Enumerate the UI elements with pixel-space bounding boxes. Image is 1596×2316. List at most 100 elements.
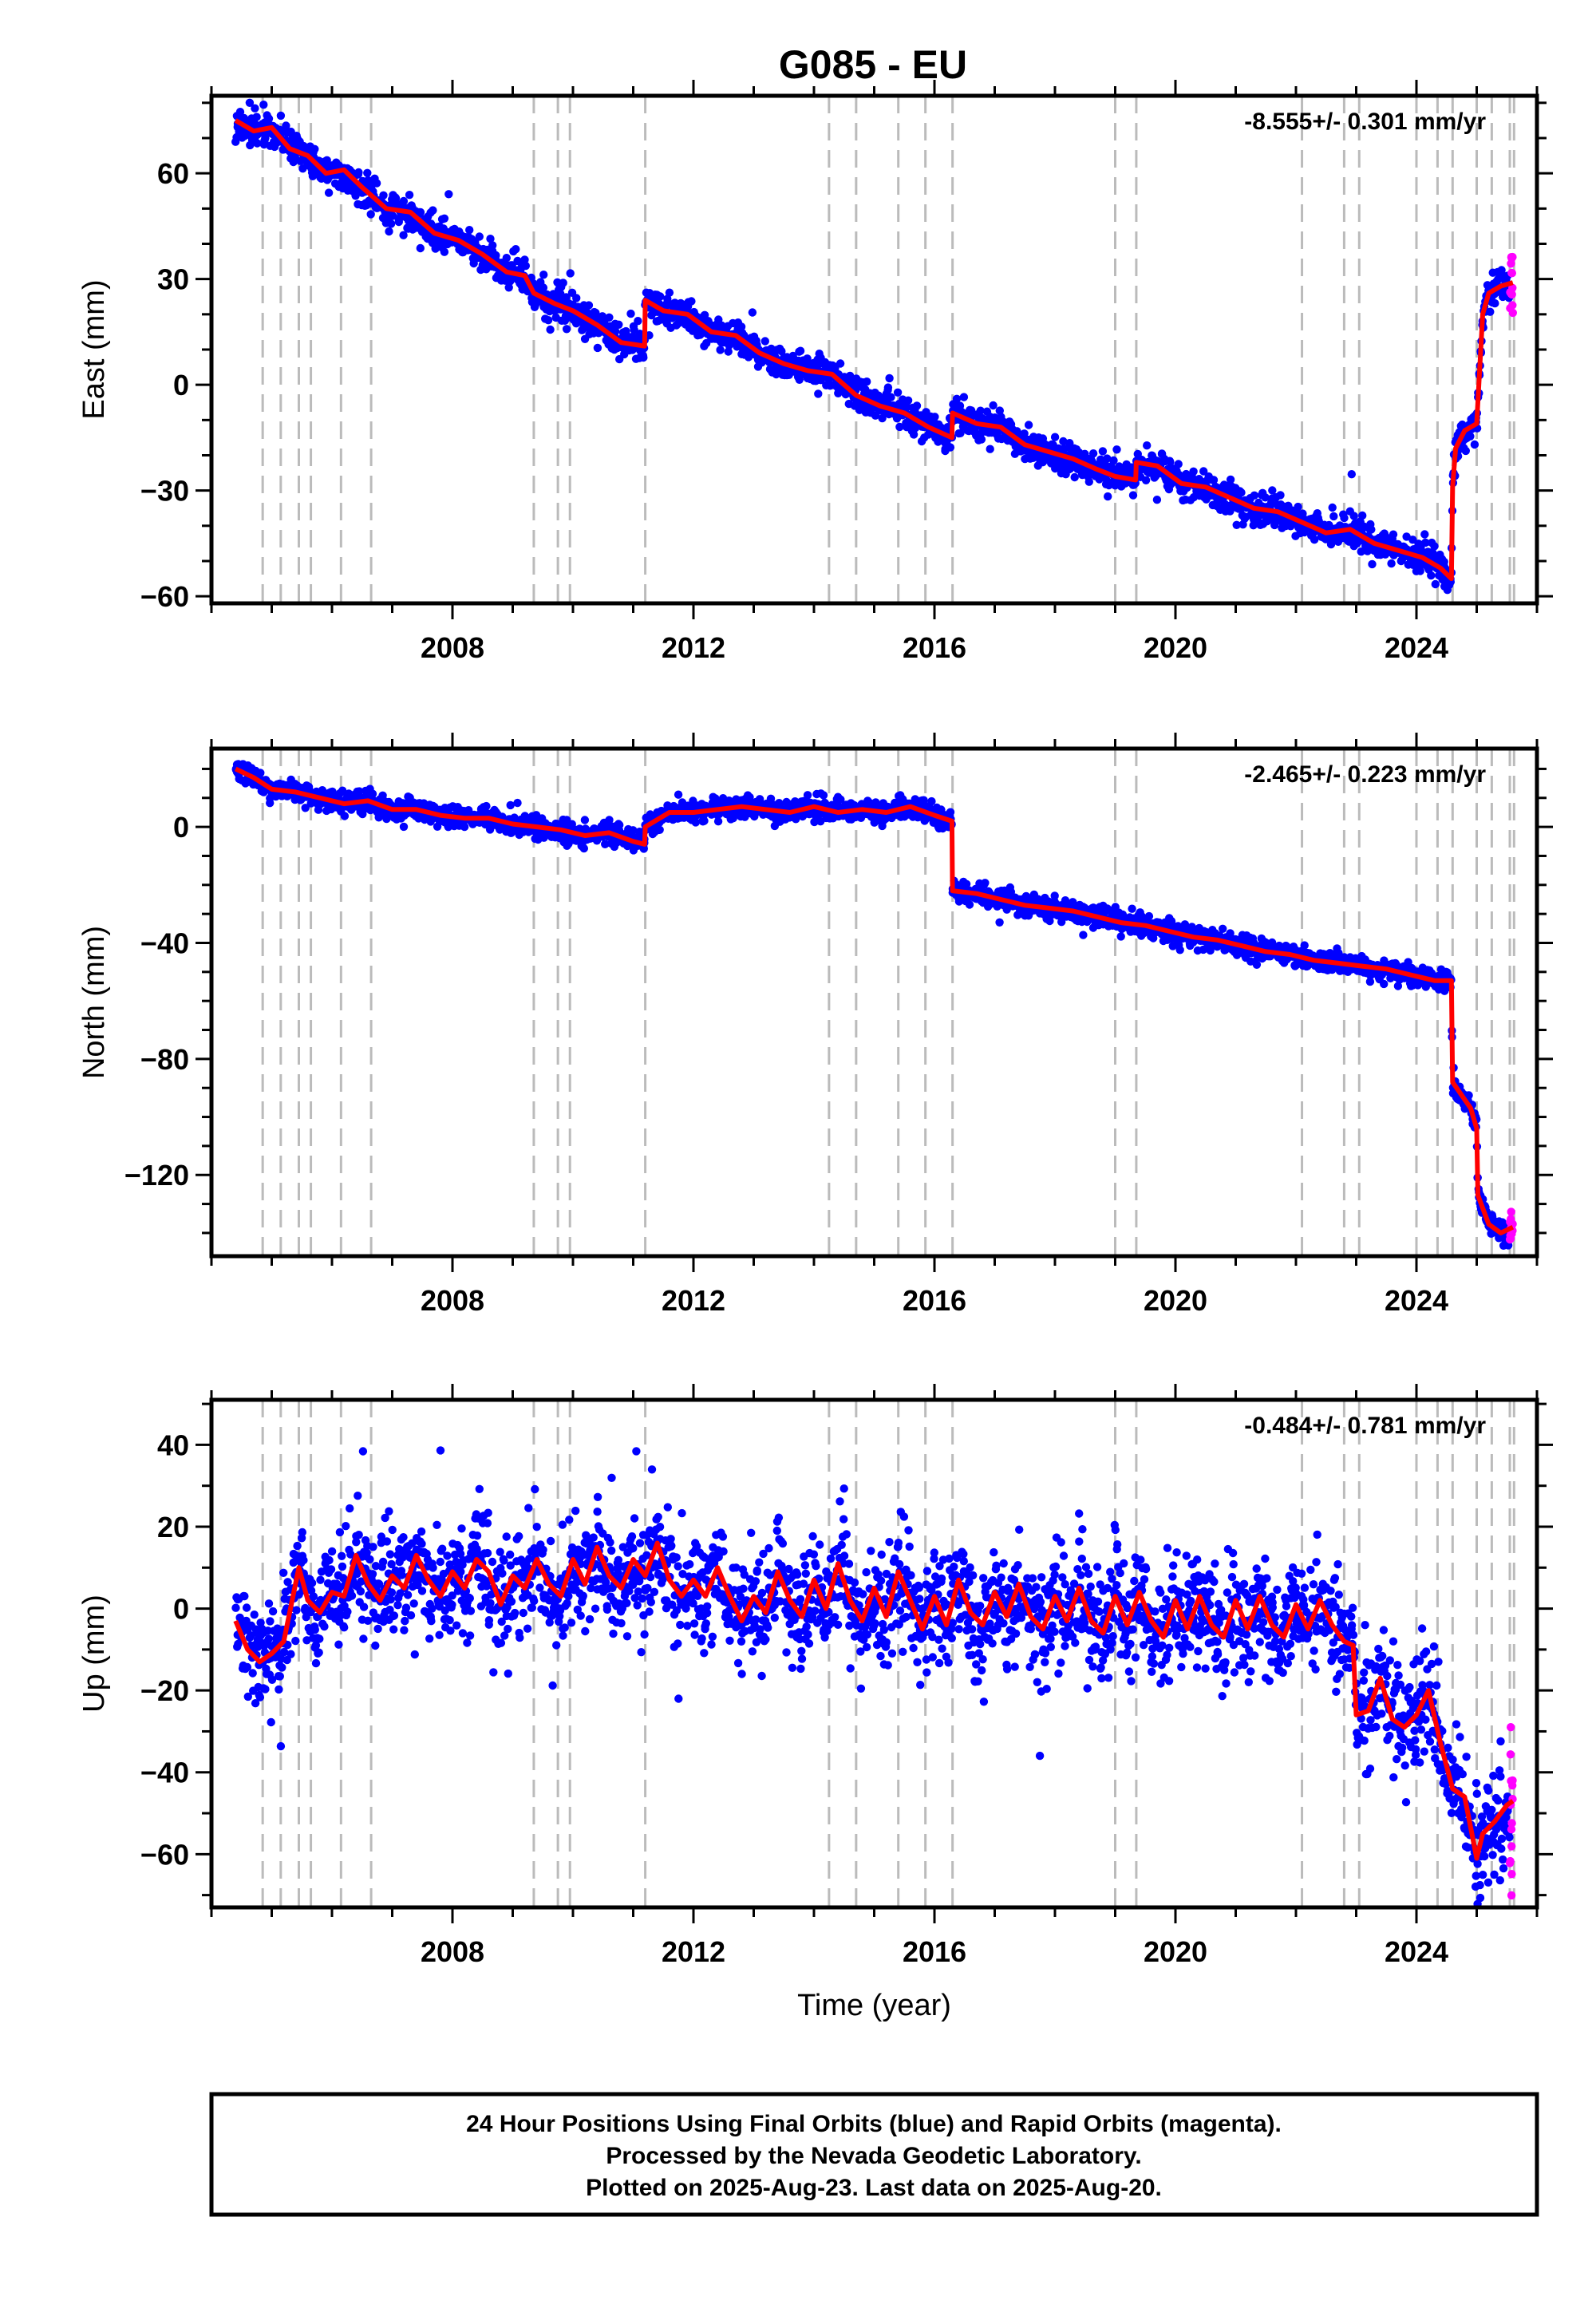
observation-point bbox=[946, 808, 955, 816]
observation-point bbox=[819, 791, 828, 800]
observation-point bbox=[1427, 571, 1436, 580]
observation-point bbox=[1466, 432, 1475, 441]
observation-point bbox=[301, 804, 310, 812]
observation-point bbox=[1250, 491, 1259, 500]
observation-point bbox=[1261, 493, 1270, 502]
observation-point bbox=[363, 168, 372, 177]
observation-point bbox=[1104, 480, 1113, 490]
observation-point bbox=[1416, 567, 1424, 575]
rapid-point bbox=[1507, 259, 1515, 268]
y-tick-label: 0 bbox=[173, 369, 189, 401]
observation-point bbox=[1116, 932, 1125, 941]
observation-point bbox=[1112, 445, 1121, 454]
observation-point bbox=[513, 798, 522, 808]
observation-point bbox=[1440, 557, 1448, 567]
observation-point bbox=[368, 789, 377, 798]
rapid-point bbox=[1507, 268, 1516, 278]
observation-point bbox=[885, 373, 894, 383]
observation-point bbox=[887, 393, 895, 401]
observation-point bbox=[340, 812, 350, 820]
observation-point bbox=[520, 255, 529, 264]
observation-point bbox=[952, 394, 962, 403]
observation-point bbox=[1340, 513, 1349, 523]
observation-point bbox=[1103, 454, 1112, 463]
rapid-point bbox=[1506, 288, 1515, 297]
observation-point bbox=[986, 445, 994, 453]
plot-area bbox=[231, 749, 1517, 1256]
observation-point bbox=[440, 247, 449, 256]
observation-point bbox=[1347, 470, 1357, 479]
observation-point bbox=[354, 168, 363, 177]
observation-point bbox=[605, 816, 614, 824]
observation-point bbox=[724, 347, 733, 356]
observation-point bbox=[912, 401, 922, 410]
observation-point bbox=[1209, 476, 1219, 484]
observation-point bbox=[989, 401, 998, 410]
observation-point bbox=[593, 343, 602, 353]
observation-point bbox=[379, 191, 388, 200]
observation-point bbox=[1416, 547, 1426, 555]
observation-point bbox=[266, 799, 275, 808]
observation-point bbox=[559, 279, 567, 287]
observation-point bbox=[614, 320, 623, 329]
observation-point bbox=[546, 325, 555, 334]
observation-point bbox=[1367, 525, 1376, 534]
figure-title: G085 - EU bbox=[779, 42, 967, 87]
observation-point bbox=[977, 435, 986, 444]
observation-point bbox=[713, 816, 723, 826]
observation-point bbox=[1174, 460, 1183, 468]
observation-point bbox=[716, 346, 725, 354]
observation-point bbox=[1219, 924, 1227, 934]
observation-point bbox=[1294, 502, 1302, 512]
observation-point bbox=[251, 104, 259, 113]
observation-point bbox=[959, 393, 969, 401]
observation-point bbox=[687, 297, 696, 306]
observation-point bbox=[903, 396, 913, 405]
observation-point bbox=[1486, 307, 1495, 316]
observation-point bbox=[1408, 536, 1417, 544]
observation-point bbox=[245, 98, 255, 107]
observation-point bbox=[1461, 446, 1471, 456]
observation-point bbox=[1199, 467, 1208, 476]
observation-point bbox=[399, 822, 409, 832]
observation-point bbox=[512, 245, 520, 254]
velocity-annotation: -8.555+/- 0.301 mm/yr bbox=[1244, 109, 1486, 135]
y-tick-label: 30 bbox=[157, 263, 189, 296]
observation-point bbox=[1128, 491, 1138, 500]
observation-point bbox=[1143, 441, 1152, 450]
observation-point bbox=[562, 325, 571, 334]
observation-point bbox=[796, 346, 805, 355]
observation-point bbox=[388, 211, 397, 220]
observation-point bbox=[1166, 457, 1175, 467]
observation-point bbox=[1349, 512, 1358, 520]
observation-point bbox=[584, 301, 594, 310]
observation-point bbox=[1358, 511, 1367, 520]
observation-point bbox=[482, 801, 491, 811]
panel-frame bbox=[209, 93, 1539, 606]
observation-point bbox=[1430, 542, 1439, 551]
observation-point bbox=[1175, 946, 1184, 954]
x-tick-label: 2024 bbox=[1385, 631, 1448, 664]
observation-point bbox=[310, 144, 319, 153]
observation-point bbox=[385, 227, 393, 236]
observation-point bbox=[1300, 941, 1309, 950]
observation-point bbox=[1226, 475, 1235, 484]
observation-point bbox=[622, 326, 630, 336]
observation-point bbox=[429, 206, 437, 215]
observation-point bbox=[1088, 449, 1098, 458]
observation-point bbox=[893, 388, 903, 397]
observation-point bbox=[930, 413, 939, 421]
observation-point bbox=[562, 293, 571, 302]
observation-point bbox=[927, 796, 936, 806]
observation-point bbox=[264, 114, 274, 123]
observation-point bbox=[878, 413, 887, 423]
observation-point bbox=[665, 288, 674, 297]
observation-point bbox=[1109, 456, 1118, 465]
observation-point bbox=[1368, 559, 1377, 569]
observation-point bbox=[416, 243, 425, 253]
observation-point bbox=[691, 818, 700, 827]
x-tick-label: 2020 bbox=[1144, 631, 1207, 664]
observation-point bbox=[909, 430, 918, 439]
observation-point bbox=[539, 283, 548, 292]
